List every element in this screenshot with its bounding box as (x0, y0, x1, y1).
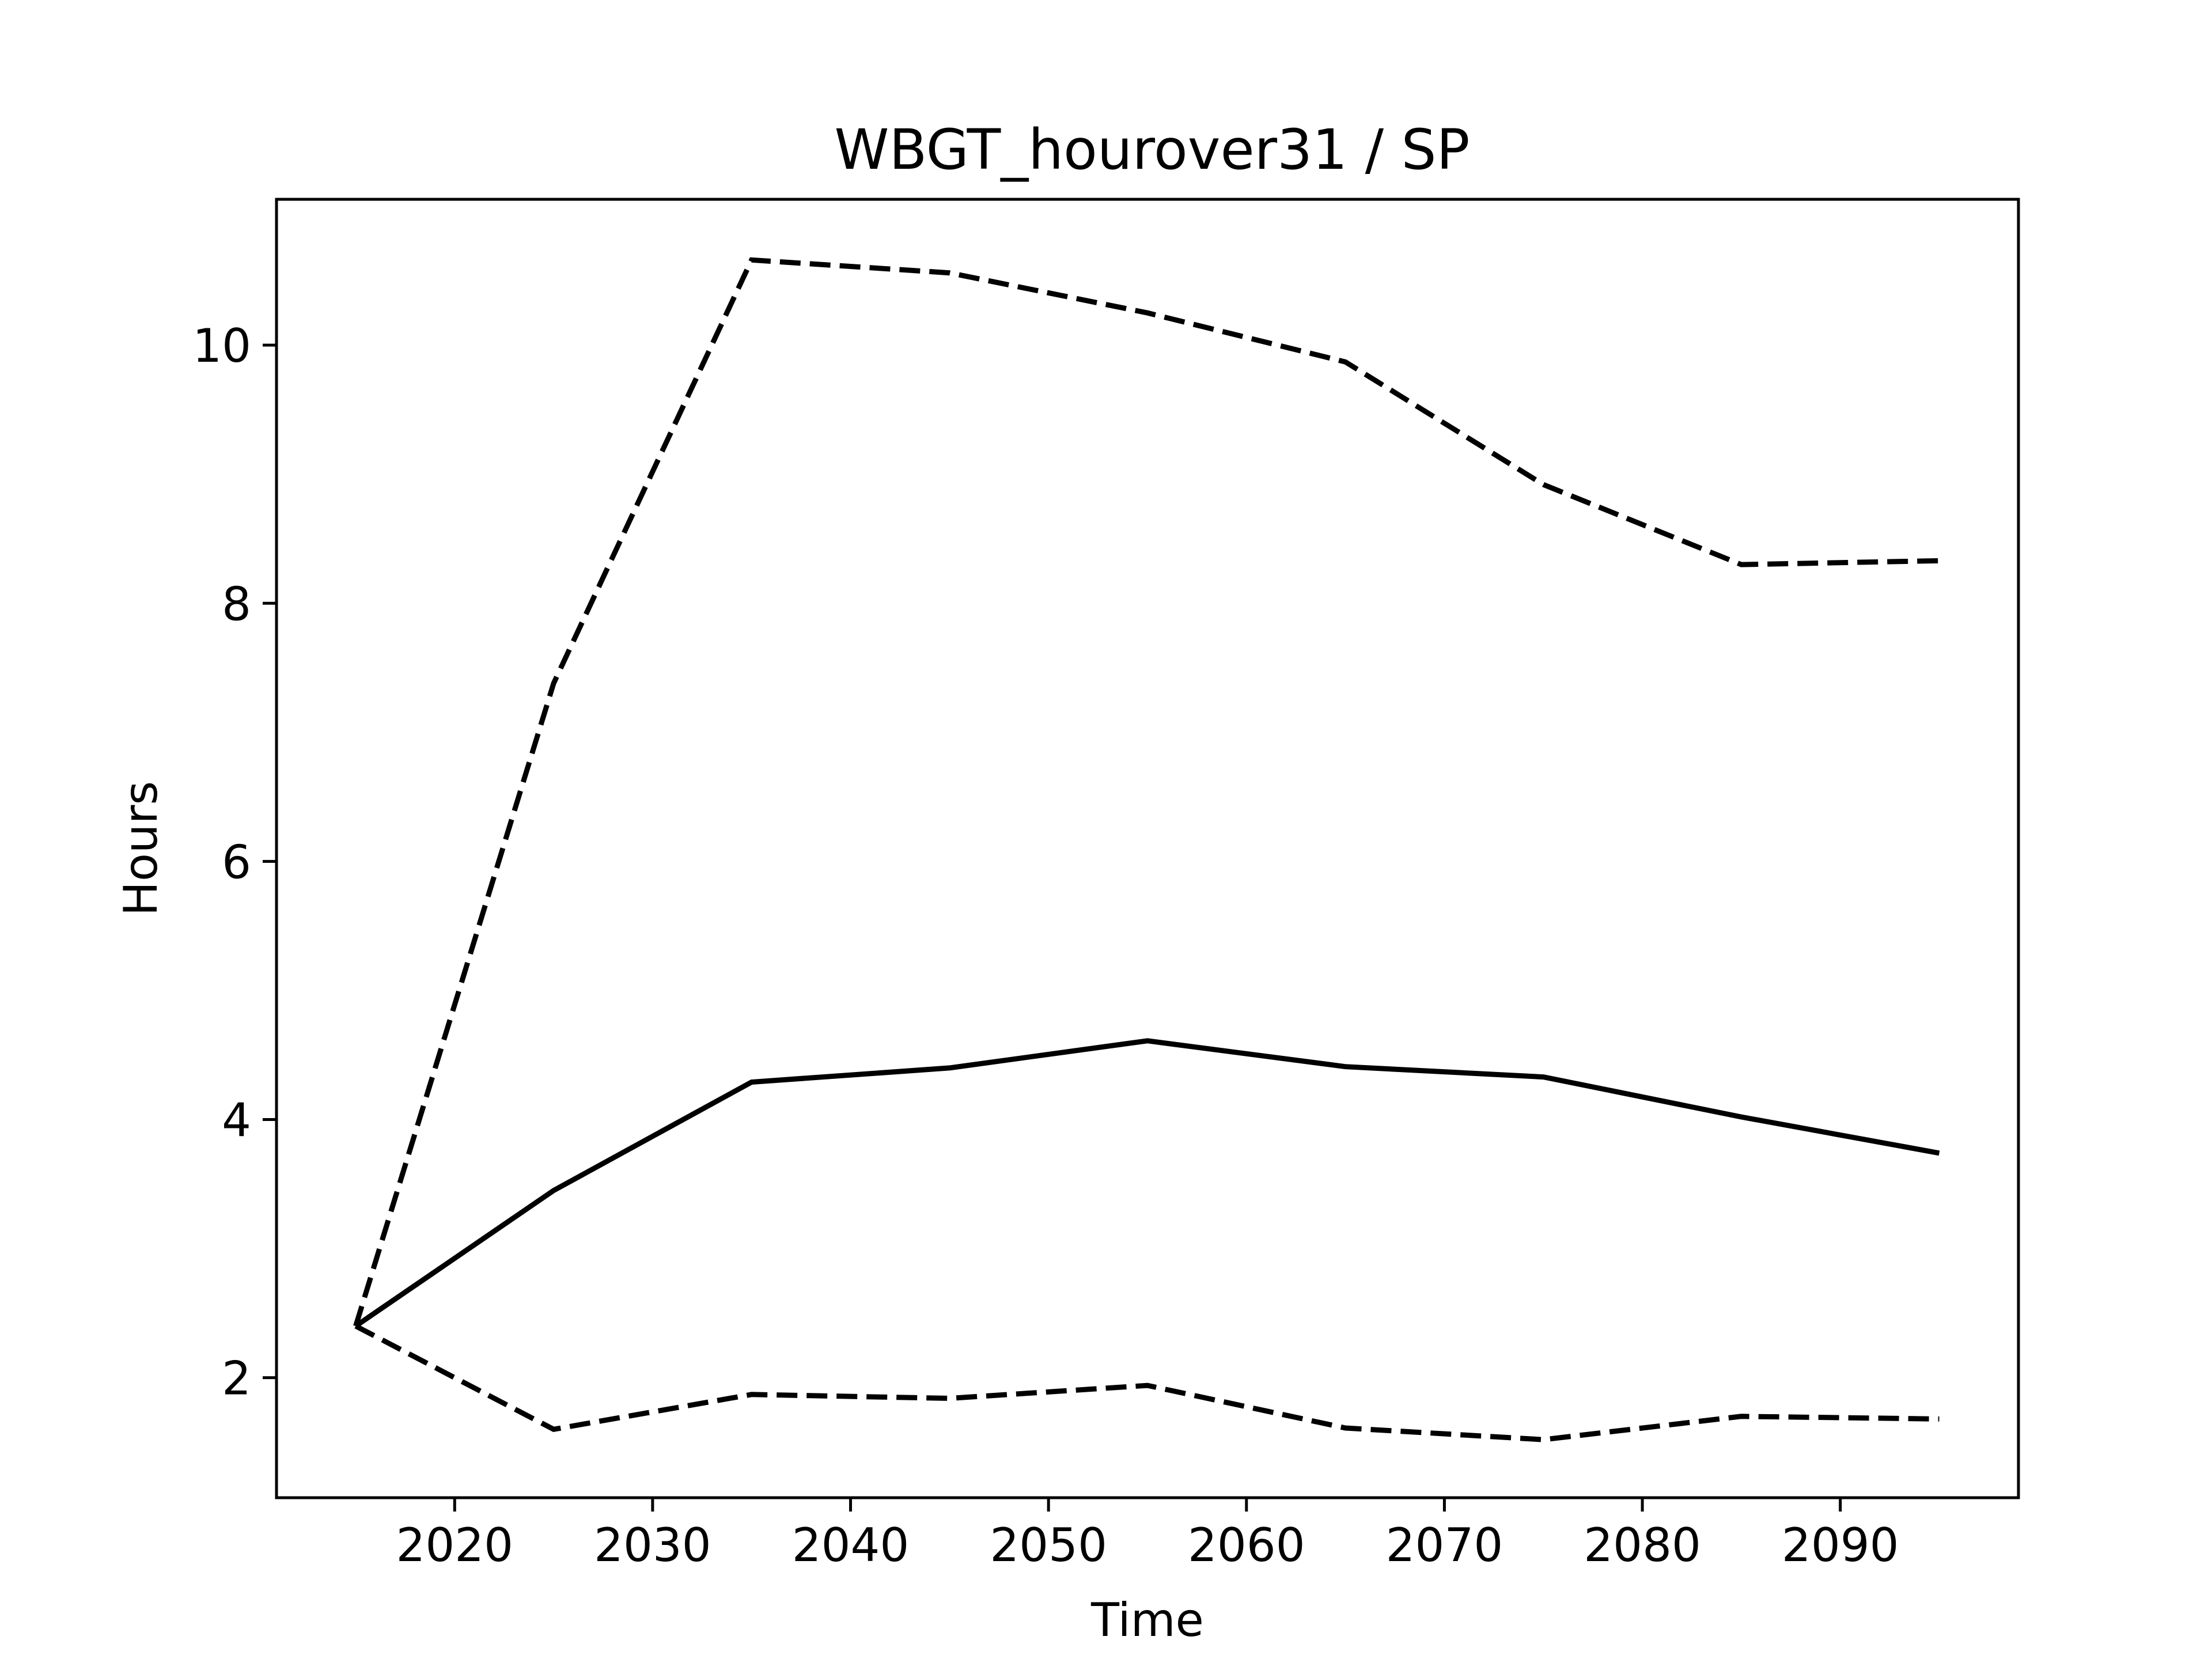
plot-area-frame (275, 198, 2020, 1499)
series-line-2 (353, 257, 1940, 1327)
y-tick-label: 4 (222, 1094, 251, 1147)
series-line-1 (354, 1038, 1940, 1328)
x-tick-label: 2020 (396, 1518, 513, 1572)
x-tick-label: 2050 (990, 1518, 1107, 1572)
series-layer (353, 257, 1940, 1442)
x-axis-label: Time (1090, 1593, 1204, 1647)
x-tick-label: 2040 (792, 1518, 910, 1572)
y-tick-label: 10 (192, 319, 251, 373)
x-tick-label: 2080 (1584, 1518, 1701, 1572)
y-tick-label: 6 (222, 835, 251, 889)
x-tick-label: 2070 (1386, 1518, 1503, 1572)
series-line-3 (354, 1324, 1940, 1442)
y-tick-label: 8 (222, 577, 251, 631)
x-tick-label: 2090 (1782, 1518, 1899, 1572)
x-tick-label: 2030 (594, 1518, 711, 1572)
chart-title: WBGT_hourover31 / SP (835, 118, 1470, 182)
x-tick-label: 2060 (1188, 1518, 1305, 1572)
x-axis: 2020 2030 2040 2050 2060 2070 2080 2090 (396, 1498, 1899, 1572)
y-axis-label: Hours (114, 781, 168, 916)
y-tick-label: 2 (222, 1352, 251, 1406)
y-axis: 2 4 6 8 10 (192, 319, 276, 1406)
